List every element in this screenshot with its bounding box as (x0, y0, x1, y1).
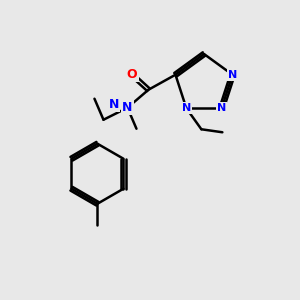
Text: N: N (228, 70, 237, 80)
Text: O: O (127, 68, 137, 81)
Text: N: N (122, 101, 133, 114)
Text: N: N (182, 103, 191, 113)
Text: N: N (109, 98, 119, 111)
Text: N: N (217, 103, 226, 113)
